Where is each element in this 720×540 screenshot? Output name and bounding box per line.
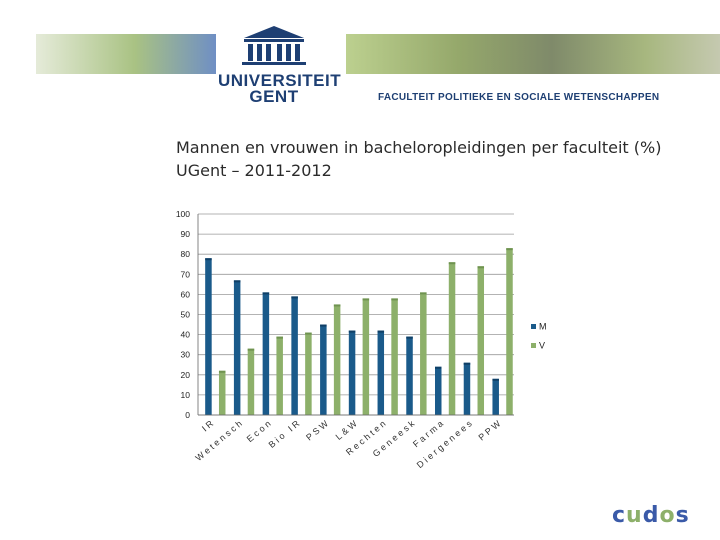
y-tick-label: 30 xyxy=(181,350,191,360)
bar-M-3 xyxy=(291,296,298,415)
university-logo[interactable]: UNIVERSITEIT GENT xyxy=(218,26,342,106)
bar-M-0 xyxy=(205,258,212,415)
bar-V-5 xyxy=(362,298,370,415)
y-tick-label: 70 xyxy=(181,269,191,279)
bar-cap-V-2 xyxy=(276,336,283,339)
bars xyxy=(205,248,513,415)
building-icon xyxy=(242,26,306,65)
legend-label-V: V xyxy=(539,341,545,351)
bar-cap-V-5 xyxy=(362,298,370,301)
y-tick-label: 40 xyxy=(181,330,191,340)
bar-cap-M-2 xyxy=(262,292,270,295)
bar-V-10 xyxy=(506,248,513,415)
logo-text-line2: GENT xyxy=(249,87,299,106)
logo-text-line1: UNIVERSITEIT xyxy=(218,71,342,90)
legend: MV xyxy=(531,322,547,351)
bar-cap-V-4 xyxy=(333,304,341,307)
bar-M-9 xyxy=(463,362,471,415)
bar-M-10 xyxy=(492,378,499,415)
bar-cap-M-1 xyxy=(233,280,241,283)
bar-V-0 xyxy=(218,370,226,415)
legend-swatch-M xyxy=(531,324,536,329)
bar-cap-V-10 xyxy=(506,248,513,251)
cudos-logo-text: cudos xyxy=(612,503,690,528)
x-tick-label: IR xyxy=(200,417,217,434)
bar-M-8 xyxy=(435,366,442,415)
y-tick-label: 100 xyxy=(176,209,190,219)
x-tick-label: PPW xyxy=(476,417,504,443)
bar-V-8 xyxy=(448,262,456,415)
chart-title-line1: Mannen en vrouwen in bacheloropleidingen… xyxy=(176,138,662,157)
y-tick-label: 60 xyxy=(181,289,191,299)
y-tick-label: 90 xyxy=(181,229,191,239)
banner-strip-right xyxy=(346,34,720,74)
bar-cap-V-0 xyxy=(218,370,226,373)
y-tick-label: 50 xyxy=(181,310,191,320)
bar-V-7 xyxy=(420,292,427,415)
legend-swatch-V xyxy=(531,343,536,348)
bar-V-6 xyxy=(391,298,398,415)
bar-V-2 xyxy=(276,336,283,415)
bar-cap-V-7 xyxy=(420,292,427,295)
bar-V-1 xyxy=(247,348,255,415)
bar-M-1 xyxy=(233,280,241,415)
bar-cap-M-10 xyxy=(492,378,499,381)
bar-cap-M-3 xyxy=(291,296,298,299)
bar-V-3 xyxy=(305,332,312,415)
bar-cap-M-8 xyxy=(435,366,442,369)
bar-cap-V-1 xyxy=(247,348,255,351)
bar-cap-M-4 xyxy=(320,324,327,327)
bar-V-4 xyxy=(333,304,341,415)
chart-title: Mannen en vrouwen in bacheloropleidingen… xyxy=(176,136,661,182)
bar-V-9 xyxy=(477,266,485,415)
bar-cap-V-8 xyxy=(448,262,456,265)
y-tick-label: 20 xyxy=(181,370,191,380)
y-tick-label: 0 xyxy=(185,410,190,420)
y-tick-label: 80 xyxy=(181,249,191,259)
bar-M-7 xyxy=(406,336,413,415)
bar-M-2 xyxy=(262,292,270,415)
cudos-logo: cudos xyxy=(612,503,690,528)
bar-cap-M-5 xyxy=(348,330,356,333)
bar-cap-M-7 xyxy=(406,336,413,339)
chart-title-line2: UGent – 2011-2012 xyxy=(176,161,332,180)
bar-M-6 xyxy=(377,330,385,415)
bar-M-5 xyxy=(348,330,356,415)
header-banner xyxy=(36,34,720,108)
legend-label-M: M xyxy=(539,322,547,332)
bar-cap-V-9 xyxy=(477,266,485,269)
bar-cap-M-9 xyxy=(463,362,471,365)
bar-cap-V-6 xyxy=(391,298,398,301)
bar-cap-M-6 xyxy=(377,330,385,333)
faculty-name: FACULTEIT POLITIEKE EN SOCIALE WETENSCHA… xyxy=(378,92,660,103)
bar-cap-V-3 xyxy=(305,332,312,335)
x-tick-label: PSW xyxy=(304,417,332,443)
y-axis: 0 10 20 30 40 50 60 70 80 90 100 xyxy=(176,209,199,420)
y-tick-label: 10 xyxy=(181,390,191,400)
bar-cap-M-0 xyxy=(205,258,212,261)
banner-strip-left xyxy=(36,34,216,74)
bar-M-4 xyxy=(320,324,327,415)
